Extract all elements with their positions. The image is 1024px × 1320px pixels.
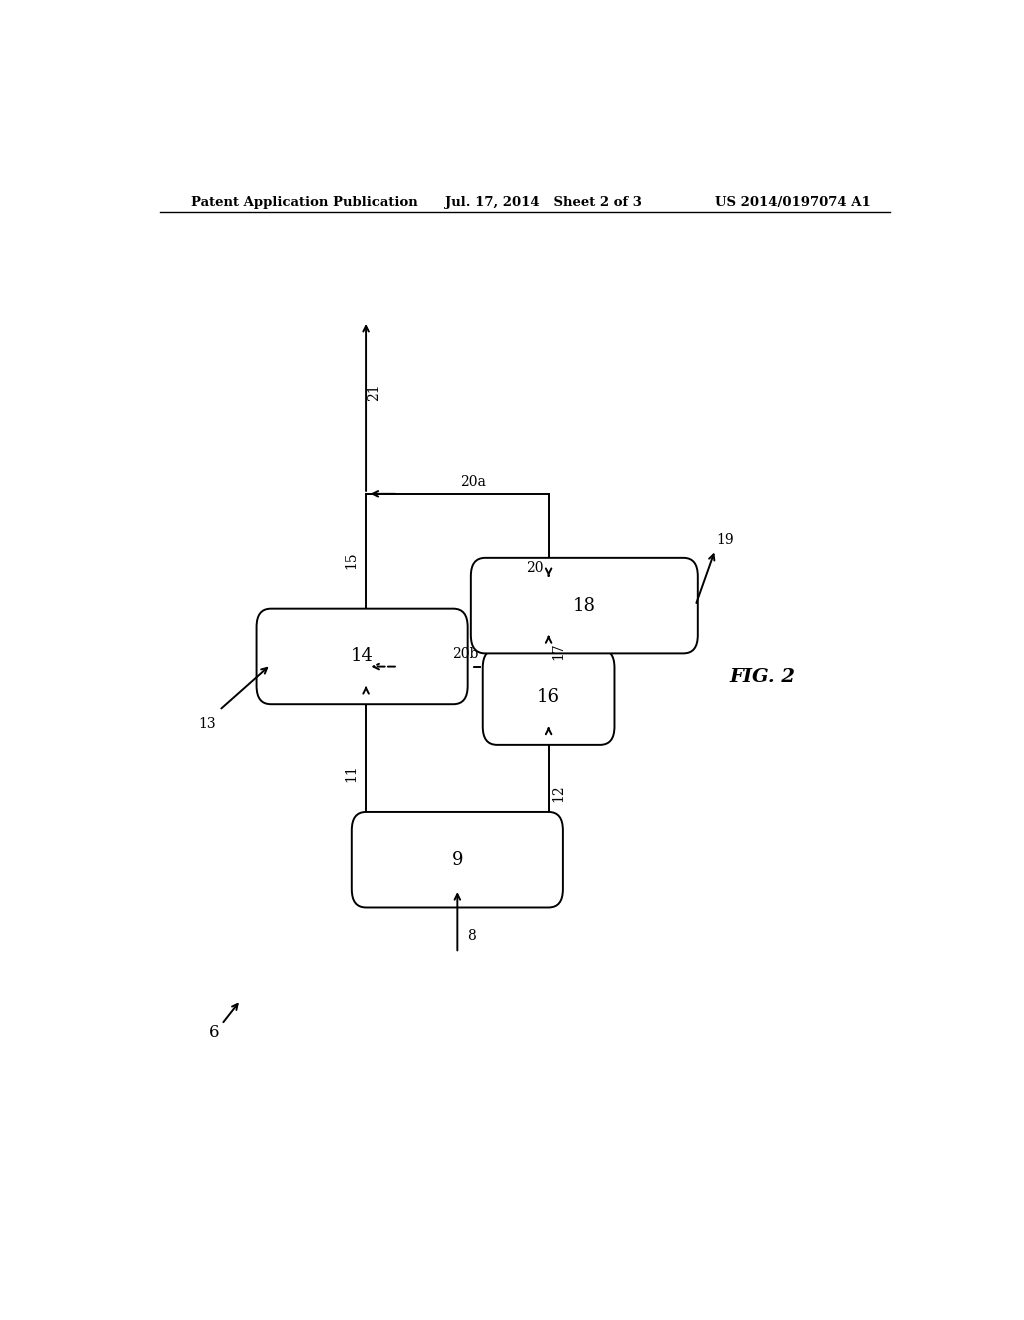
- Text: 9: 9: [452, 850, 463, 869]
- Text: Patent Application Publication: Patent Application Publication: [191, 195, 418, 209]
- FancyBboxPatch shape: [482, 649, 614, 744]
- Text: 16: 16: [538, 688, 560, 706]
- Text: 12: 12: [551, 784, 565, 803]
- Text: 14: 14: [350, 647, 374, 665]
- FancyBboxPatch shape: [257, 609, 468, 704]
- Text: FIG. 2: FIG. 2: [730, 668, 796, 686]
- FancyBboxPatch shape: [352, 812, 563, 907]
- Text: 6: 6: [209, 1024, 219, 1041]
- Text: 11: 11: [345, 764, 358, 781]
- FancyBboxPatch shape: [471, 558, 697, 653]
- Text: 18: 18: [572, 597, 596, 615]
- Text: 20a: 20a: [460, 475, 486, 488]
- Text: 8: 8: [467, 929, 475, 942]
- Text: 13: 13: [199, 717, 216, 730]
- Text: 19: 19: [716, 532, 733, 546]
- Text: 20: 20: [525, 561, 543, 576]
- Text: 15: 15: [345, 552, 358, 569]
- Text: 20b: 20b: [452, 647, 478, 661]
- Text: US 2014/0197074 A1: US 2014/0197074 A1: [715, 195, 871, 209]
- Text: Jul. 17, 2014   Sheet 2 of 3: Jul. 17, 2014 Sheet 2 of 3: [445, 195, 642, 209]
- Text: 21: 21: [367, 383, 381, 401]
- Text: 17: 17: [551, 643, 565, 660]
